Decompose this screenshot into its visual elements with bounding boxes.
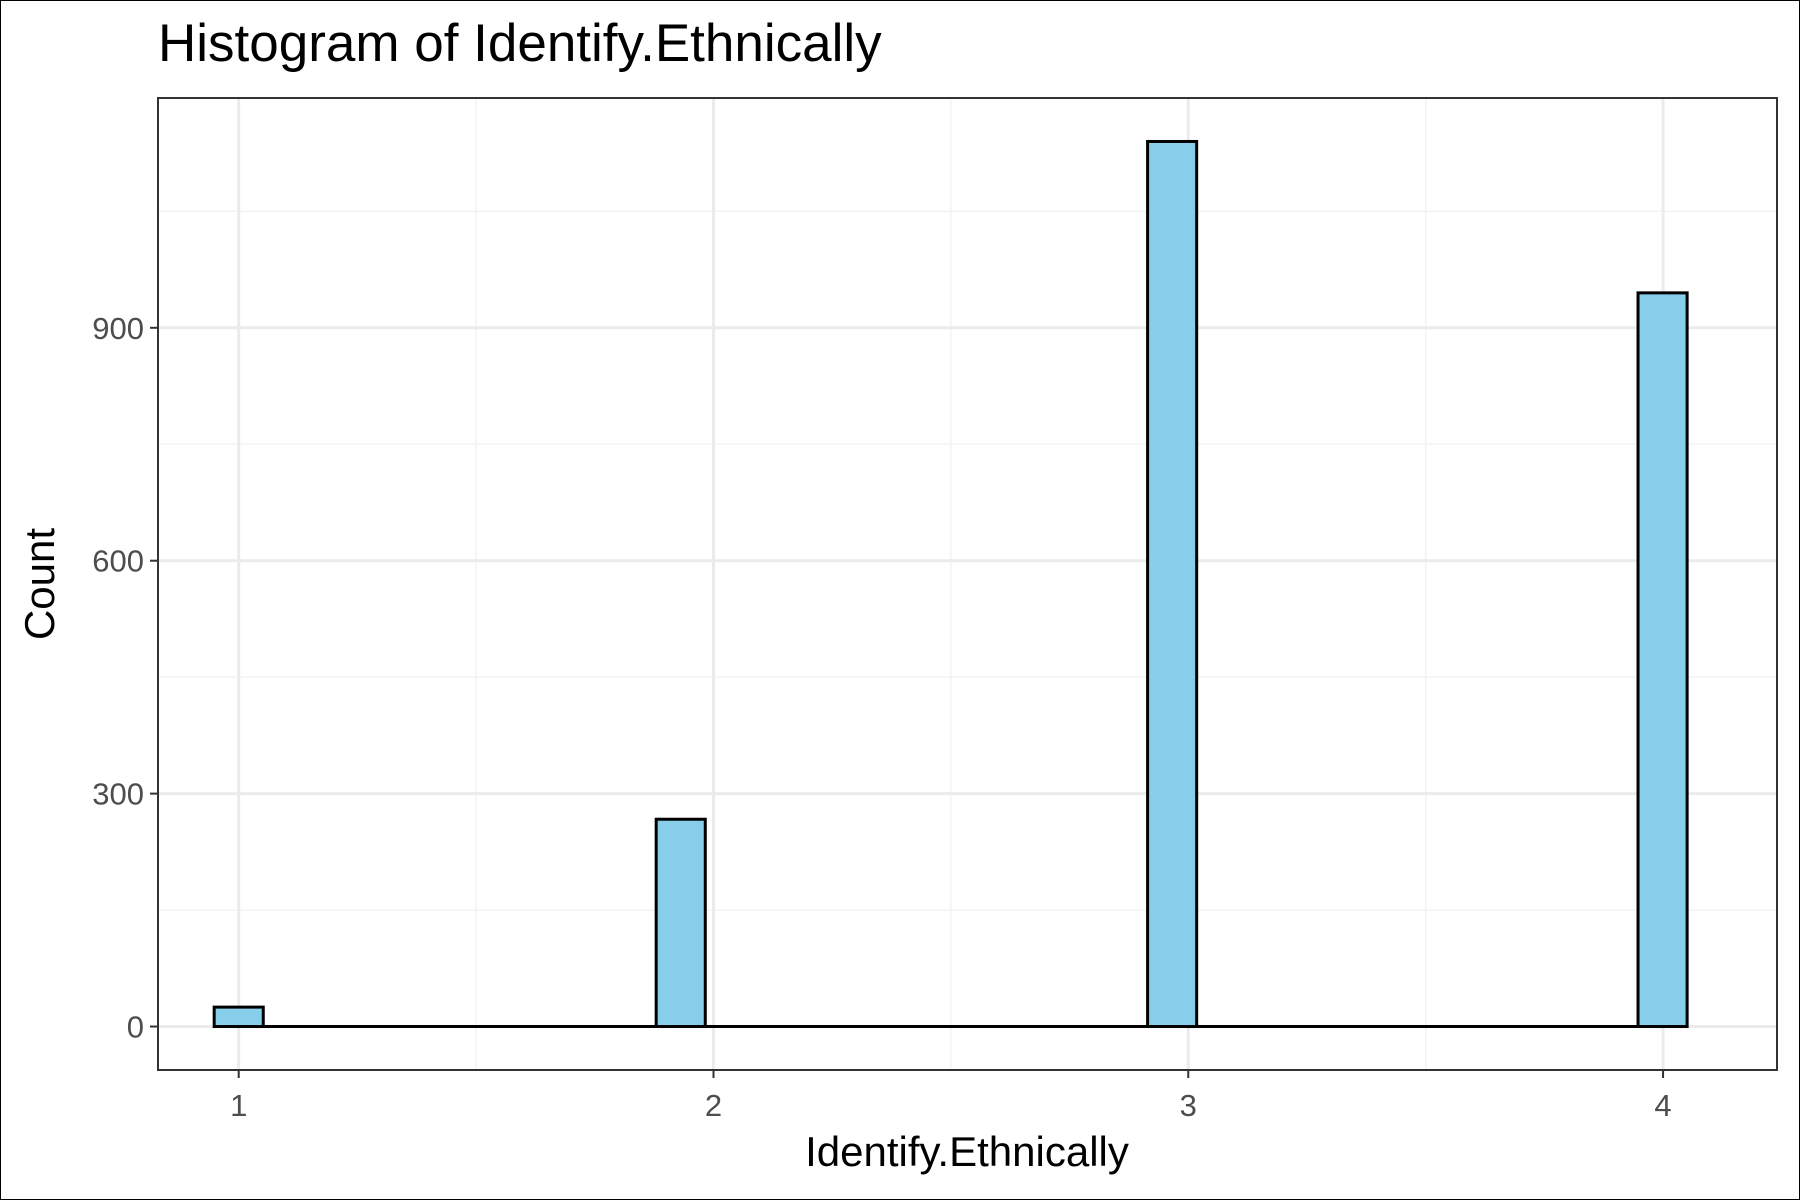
x-tick-label: 1 xyxy=(230,1088,247,1123)
y-tick-label: 600 xyxy=(92,544,144,579)
x-axis-title: Identify.Ethnically xyxy=(805,1128,1129,1175)
y-tick-label: 900 xyxy=(92,311,144,346)
bars xyxy=(212,139,1689,1029)
x-tick-label: 4 xyxy=(1654,1088,1671,1123)
x-tick-label: 3 xyxy=(1180,1088,1197,1123)
minor-gridlines xyxy=(158,98,1777,1070)
y-tick-label: 0 xyxy=(127,1010,144,1045)
y-axis-title: Count xyxy=(16,528,63,640)
x-tick-label: 2 xyxy=(705,1088,722,1123)
y-axis-ticks: 0 300 600 900 xyxy=(92,311,158,1045)
x-axis-ticks: 1 2 3 4 xyxy=(230,1070,1672,1123)
histogram-bar-4 xyxy=(1636,291,1689,1029)
major-gridlines xyxy=(158,98,1777,1070)
histogram-bar-3 xyxy=(1146,139,1199,1029)
panel-border xyxy=(157,97,1778,1071)
histogram-bar-2 xyxy=(654,817,707,1029)
y-tick-label: 300 xyxy=(92,777,144,812)
chart-title: Histogram of Identify.Ethnically xyxy=(158,14,882,73)
histogram-bar-1 xyxy=(212,1005,265,1029)
